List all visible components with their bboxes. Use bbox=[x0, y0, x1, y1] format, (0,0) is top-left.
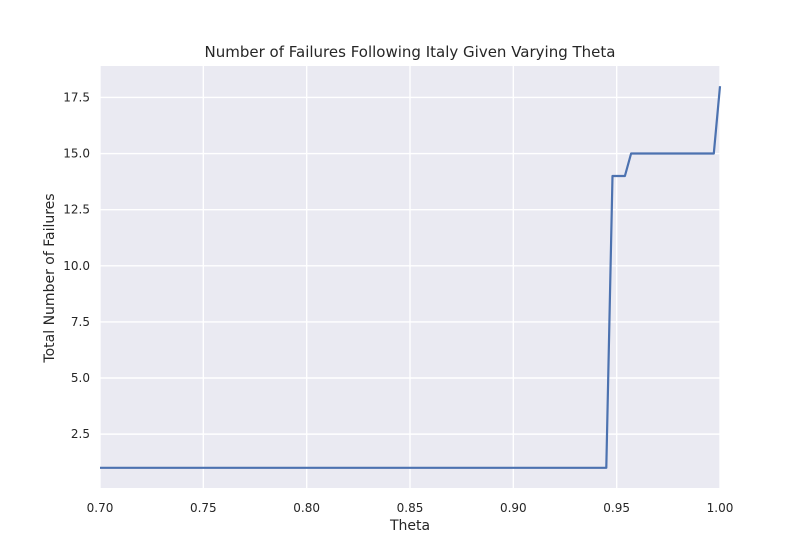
y-tick-label: 7.5 bbox=[71, 315, 90, 329]
y-tick-label: 12.5 bbox=[63, 203, 90, 217]
grid-lines bbox=[99, 66, 721, 488]
y-tick-labels: 2.5 5.0 7.5 10.0 12.5 15.0 17.5 bbox=[63, 90, 90, 441]
y-axis-label: Total Number of Failures bbox=[42, 193, 58, 363]
series-line bbox=[100, 86, 722, 469]
x-tick-label: 0.95 bbox=[603, 501, 630, 515]
y-tick-label: 17.5 bbox=[63, 90, 90, 104]
x-axis-label: Theta bbox=[389, 518, 430, 534]
x-tick-label: 0.90 bbox=[500, 501, 527, 515]
x-tick-label: 0.75 bbox=[190, 501, 217, 515]
y-tick-label: 5.0 bbox=[71, 371, 90, 385]
x-tick-labels: 0.70 0.75 0.80 0.85 0.90 0.95 1.00 bbox=[87, 501, 734, 515]
y-tick-label: 10.0 bbox=[63, 259, 90, 273]
chart-title: Number of Failures Following Italy Given… bbox=[205, 43, 616, 61]
x-tick-label: 1.00 bbox=[707, 501, 734, 515]
y-tick-label: 2.5 bbox=[71, 427, 90, 441]
y-tick-label: 15.0 bbox=[63, 147, 90, 161]
x-tick-label: 0.85 bbox=[397, 501, 424, 515]
series-group bbox=[100, 86, 722, 469]
x-tick-label: 0.80 bbox=[293, 501, 320, 515]
x-tick-label: 0.70 bbox=[87, 501, 114, 515]
